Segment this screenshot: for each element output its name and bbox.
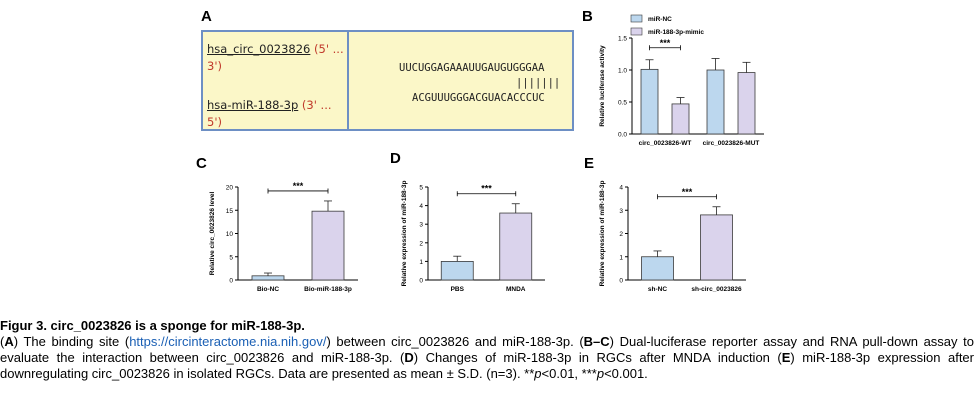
circ-label: hsa_circ_0023826 (5' ... (207, 42, 344, 56)
y-tick-label: 2 (619, 231, 623, 238)
mir-end-1: (3' ... (301, 98, 332, 112)
significance-label: *** (660, 38, 671, 48)
legend-swatch (630, 14, 643, 23)
panel-letter-d: D (390, 150, 401, 167)
bar (311, 210, 345, 281)
legend-label: miR-188-3p-mimic (648, 29, 704, 36)
y-tick-label: 1.5 (618, 36, 627, 43)
y-tick-label: 15 (226, 208, 234, 215)
x-tick-label: MNDA (506, 286, 526, 293)
caption-text: (A) The binding site (https://circintera… (0, 334, 974, 381)
bar (499, 212, 533, 281)
binding-site-box: hsa_circ_0023826 (5' ... 3') hsa-miR-188… (201, 30, 574, 131)
y-tick-label: 5 (229, 254, 233, 261)
x-tick-label: sh-circ_0023826 (691, 286, 742, 293)
y-tick-label: 0.5 (618, 100, 627, 107)
y-tick-label: 1 (419, 259, 423, 266)
box-divider (347, 32, 349, 129)
circ-name: hsa_circ_0023826 (207, 42, 311, 56)
y-tick-label: 20 (226, 185, 234, 192)
bar (641, 256, 674, 281)
x-tick-label: sh-NC (648, 286, 667, 293)
chart-e: 0 1 2 3 4 Relative expression of miR-188-3p sh… (599, 181, 746, 293)
panel-letter-e: E (584, 155, 595, 172)
chart-b: 0.0 0.5 1.0 1.5 Relative luciferase activity… (599, 14, 764, 147)
circ-sequence: UUCUGGAGAAAUUGAUGUGGGAA (399, 62, 545, 74)
y-axis-label: Relative expression of miR-188-3p (401, 181, 408, 287)
x-tick-label: Bio-miR-188-3p (304, 286, 352, 293)
caption-link[interactable]: https://circinteractome.nia.nih.gov/ (129, 334, 327, 349)
y-tick-label: 3 (419, 222, 423, 229)
y-tick-label: 10 (226, 231, 234, 238)
panel-letter-b: B (582, 8, 593, 25)
legend-swatch (630, 27, 643, 36)
bar (737, 72, 756, 135)
y-tick-label: 5 (419, 185, 423, 192)
figure-caption: Figur 3. circ_0023826 is a sponge for mi… (0, 318, 974, 382)
significance-label: *** (293, 181, 304, 191)
chart-d: 0 1 2 3 4 5 Relative expression of miR-188-3p P… (401, 181, 545, 293)
mir-label: hsa-miR-188-3p (3' ... (207, 98, 332, 112)
x-tick-label: circ_0023826-WT (639, 140, 692, 147)
panel-letter-c: C (196, 155, 207, 172)
caption-title: Figur 3. circ_0023826 is a sponge for mi… (0, 318, 305, 333)
bar (440, 261, 474, 281)
y-tick-label: 0 (619, 278, 623, 285)
y-axis-label: Relative circ_0023826 level (209, 192, 216, 276)
bar (671, 103, 690, 135)
x-tick-label: circ_0023826-MUT (703, 140, 760, 147)
y-tick-label: 4 (419, 203, 423, 210)
x-tick-label: Bio-NC (257, 286, 279, 293)
y-axis-label: Relative expression of miR-188-3p (599, 181, 606, 287)
mir-name: hsa-miR-188-3p (207, 98, 299, 112)
y-tick-label: 0 (419, 278, 423, 285)
bar (251, 275, 285, 281)
y-tick-label: 0 (229, 278, 233, 285)
y-tick-label: 2 (419, 240, 423, 247)
pairing-lines: ||||||| (516, 77, 561, 89)
bar (640, 68, 659, 135)
bar (700, 214, 733, 281)
legend-label: miR-NC (648, 16, 672, 23)
bar (706, 69, 725, 135)
mir-end-2: 5') (207, 115, 222, 129)
significance-label: *** (481, 184, 492, 194)
panel-letter-a: A (201, 8, 212, 25)
y-axis-label: Relative luciferase activity (599, 45, 606, 127)
chart-c: 0 5 10 15 20 Relative circ_0023826 level Bio-N… (209, 181, 358, 293)
y-tick-label: 3 (619, 208, 623, 215)
circ-end-2: 3') (207, 59, 222, 73)
significance-label: *** (682, 187, 693, 197)
x-tick-label: PBS (451, 286, 465, 293)
circ-end-1: (5' ... (314, 42, 344, 56)
mir-sequence: ACGUUUGGGACGUACACCCUC (412, 92, 545, 104)
y-tick-label: 0.0 (618, 132, 627, 139)
y-tick-label: 1 (619, 254, 623, 261)
y-tick-label: 4 (619, 185, 623, 192)
y-tick-label: 1.0 (618, 68, 627, 75)
